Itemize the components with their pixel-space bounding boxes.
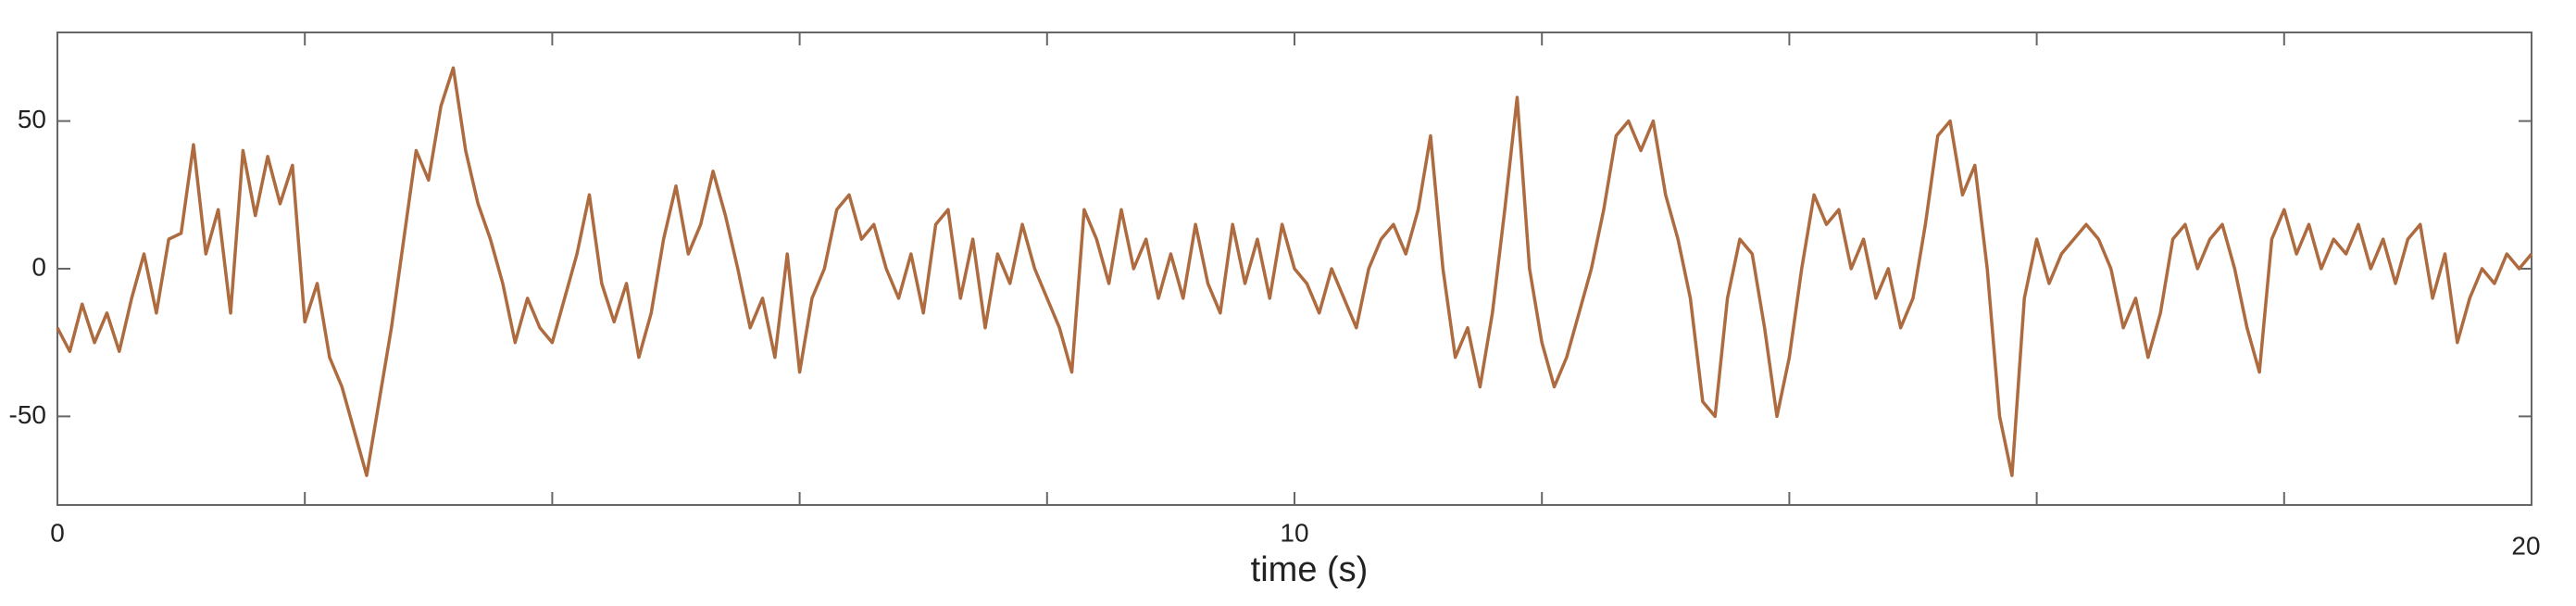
x-axis-label: time (s) (1251, 550, 1369, 589)
y-tick-label: 50 (18, 105, 46, 133)
x-tick-label: 0 (50, 518, 65, 547)
signal-line (56, 66, 2533, 477)
x-tick-label: 20 (2511, 531, 2540, 560)
y-tick-label: 0 (31, 252, 46, 281)
x-tick-label: 10 (1280, 518, 1308, 547)
y-tick-label: -50 (9, 400, 46, 429)
